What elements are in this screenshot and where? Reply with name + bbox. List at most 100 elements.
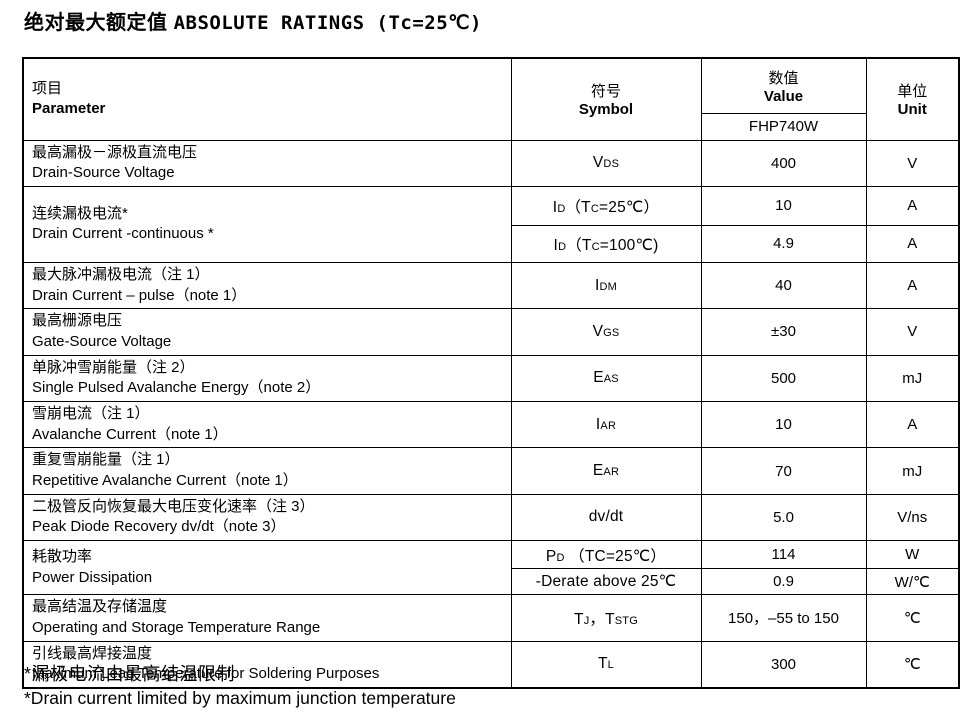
param-cell: 单脉冲雪崩能量（注 2） Single Pulsed Avalanche Ene… [22, 354, 512, 403]
symbol-text: （TC=25℃） [564, 547, 667, 565]
symbol-text: dv/dt [588, 508, 624, 526]
table-row: 雪崩电流（注 1） Avalanche Current（note 1） IAR … [22, 400, 960, 449]
symbol-text: V [592, 154, 604, 172]
symbol-text: =25℃） [599, 198, 660, 216]
symbol-cell: dv/dt [510, 493, 702, 542]
table-row: 二极管反向恢复最大电压变化速率（注 3） Peak Diode Recovery… [22, 493, 960, 542]
param-cell: 重复雪崩能量（注 1） Repetitive Avalanche Current… [22, 447, 512, 495]
symbol-cell: TJ，TSTG [510, 594, 702, 642]
param-en: Maximum Lead Temperature for Soldering P… [32, 665, 380, 683]
symbol-subscript: C [591, 240, 600, 253]
table-subrow: -Derate above 25℃ 0.9 W/℃ [23, 568, 960, 596]
header-parameter-en: Parameter [32, 100, 106, 118]
table-row: 最高结温及存储温度 Operating and Storage Temperat… [22, 594, 960, 642]
symbol-cell: IAR [510, 400, 702, 449]
symbol-subscript: DM [599, 280, 618, 293]
header-parameter-cell: 项目 Parameter [22, 57, 512, 141]
param-zh: 最高结温及存储温度 [32, 598, 168, 616]
symbol-subscript: D [558, 240, 567, 253]
symbol-cell: VGS [510, 308, 702, 356]
page-title: 绝对最大额定值 ABSOLUTE RATINGS (Tc=25℃) [24, 6, 482, 35]
symbol-cell: EAR [510, 447, 702, 495]
symbol-subscript: L [607, 659, 614, 672]
header-value-zh: 数值 [768, 69, 799, 87]
table-row: 重复雪崩能量（注 1） Repetitive Avalanche Current… [22, 447, 960, 495]
param-zh: 二极管反向恢复最大电压变化速率（注 3） [32, 497, 315, 515]
symbol-text: I [594, 276, 600, 294]
symbol-cell: IDM [510, 261, 702, 310]
unit-cell: V [865, 139, 960, 187]
header-value-cell: 数值 Value [700, 57, 867, 114]
symbol-subscript: AR [603, 466, 620, 479]
param-cell: 连续漏极电流* Drain Current -continuous * [22, 185, 512, 263]
symbol-text: P [545, 547, 557, 565]
symbol-text: （T [566, 236, 592, 254]
param-zh: 单脉冲雪崩能量（注 2） [32, 358, 195, 376]
symbol-cell: VDS [510, 139, 702, 187]
param-zh: 最高栅源电压 [32, 312, 123, 330]
value-cell: 40 [700, 261, 867, 310]
symbol-cell: TL [510, 640, 702, 689]
value-cell: 500 [700, 354, 867, 403]
symbol-subscript: J [583, 614, 590, 627]
value-cell: 10 [700, 185, 867, 226]
symbol-subscript: C [590, 202, 599, 215]
symbol-cell: EAS [510, 354, 702, 403]
symbol-text: I [553, 236, 559, 254]
table-subrow: ID（TC=100℃) 4.9 A [23, 224, 960, 263]
unit-cell: A [865, 185, 960, 226]
unit-cell: W/℃ [865, 568, 960, 596]
param-cell: 引线最高焊接温度 Maximum Lead Temperature for So… [22, 640, 512, 689]
value-cell: 0.9 [700, 568, 867, 596]
symbol-subscript: D [557, 202, 566, 215]
unit-cell: mJ [865, 447, 960, 495]
symbol-text: -Derate above 25℃ [535, 573, 677, 591]
symbol-subscript: STG [614, 614, 638, 627]
param-cell: 最大脉冲漏极电流（注 1） Drain Current – pulse（note… [22, 261, 512, 310]
value-cell: 5.0 [700, 493, 867, 542]
param-en: Operating and Storage Temperature Range [32, 618, 321, 636]
param-en: Single Pulsed Avalanche Energy（note 2） [32, 379, 321, 397]
header-unit-en: Unit [897, 101, 927, 119]
unit-cell: A [865, 261, 960, 310]
unit-cell: A [865, 224, 960, 263]
value-cell: 4.9 [700, 224, 867, 263]
unit-cell: mJ [865, 354, 960, 403]
param-zh: 引线最高焊接温度 [32, 644, 153, 662]
symbol-text: E [592, 462, 604, 480]
param-zh: 雪崩电流（注 1） [32, 405, 150, 422]
unit-cell: V [865, 308, 960, 356]
header-symbol-cell: 符号 Symbol [510, 57, 702, 141]
param-en: Peak Diode Recovery dv/dt（note 3） [32, 518, 286, 536]
param-cell: 耗散功率 Power Dissipation [22, 540, 512, 596]
param-cell: 最高栅源电压 Gate-Source Voltage [22, 308, 512, 356]
unit-cell: V/ns [865, 493, 960, 542]
param-cell: 二极管反向恢复最大电压变化速率（注 3） Peak Diode Recovery… [22, 493, 512, 542]
page-title-en: ABSOLUTE RATINGS (Tc=25℃) [173, 12, 482, 34]
unit-cell: W [865, 540, 960, 570]
param-en: Gate-Source Voltage [32, 332, 172, 350]
param-zh: 最大脉冲漏极电流（注 1） [32, 265, 210, 283]
symbol-text: V [592, 322, 604, 340]
header-symbol-zh: 符号 [590, 83, 621, 101]
param-zh: 耗散功率 [32, 547, 93, 565]
table-row: 最高漏极－源极直流电压 Drain-Source Voltage VDS 400… [22, 139, 960, 187]
param-cell: 雪崩电流（注 1） Avalanche Current（note 1） [22, 400, 512, 449]
param-cell: 最高漏极－源极直流电压 Drain-Source Voltage [22, 139, 512, 187]
table-header-subrow: FHP740W [23, 112, 959, 141]
unit-cell: A [865, 400, 960, 449]
unit-cell: ℃ [865, 594, 960, 642]
table-row: 耗散功率 Power Dissipation PD （TC=25℃） 114 W [22, 540, 960, 596]
table-row: 最大脉冲漏极电流（注 1） Drain Current – pulse（note… [22, 261, 960, 310]
symbol-text: I [595, 415, 601, 433]
value-cell: 70 [700, 447, 867, 495]
header-unit-zh: 单位 [897, 83, 928, 101]
symbol-cell: PD （TC=25℃） [510, 540, 702, 570]
footnote-en: *Drain current limited by maximum juncti… [24, 688, 456, 708]
table-row: 单脉冲雪崩能量（注 2） Single Pulsed Avalanche Ene… [22, 354, 960, 403]
symbol-cell: ID（TC=25℃） [510, 185, 702, 226]
table-header-row: 项目 Parameter 符号 Symbol 数值 Value 单位 Unit [22, 57, 960, 141]
symbol-text: T [574, 610, 584, 628]
param-cell: 最高结温及存储温度 Operating and Storage Temperat… [22, 594, 512, 642]
symbol-subscript: D [556, 551, 565, 564]
